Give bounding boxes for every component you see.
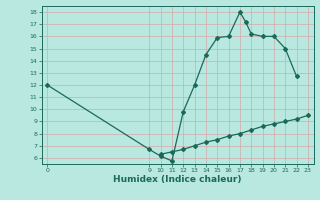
X-axis label: Humidex (Indice chaleur): Humidex (Indice chaleur) (113, 175, 242, 184)
